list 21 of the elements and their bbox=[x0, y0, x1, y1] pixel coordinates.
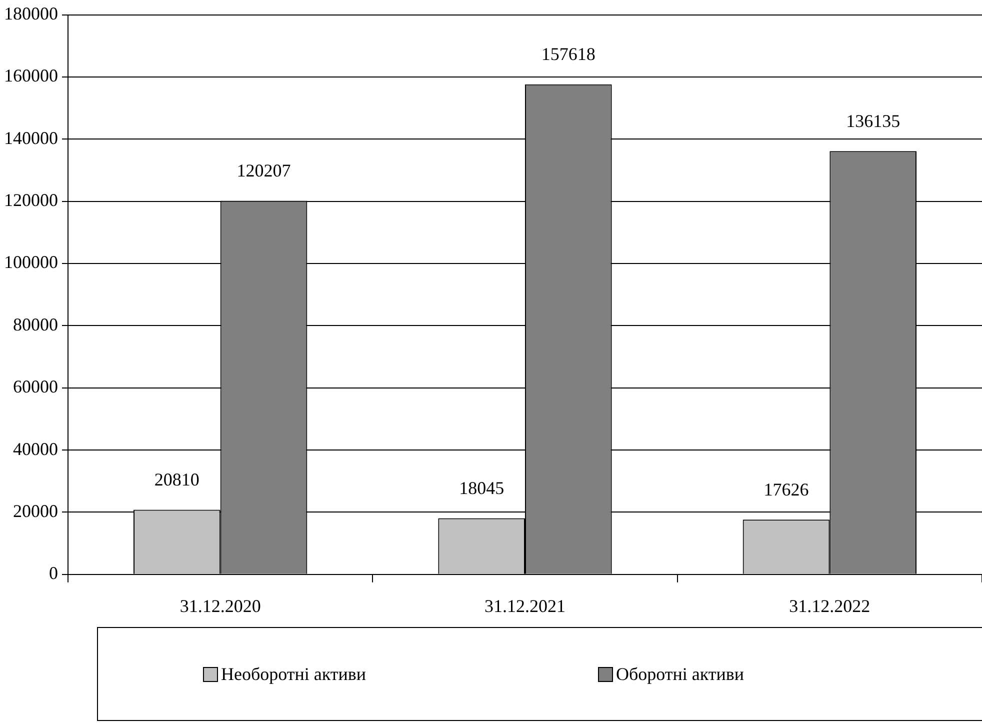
y-tick-label: 80000 bbox=[13, 314, 58, 334]
y-tick-label: 120000 bbox=[4, 190, 58, 210]
data-label: 120207 bbox=[236, 160, 291, 180]
data-label: 20810 bbox=[154, 469, 200, 490]
y-tick-label: 20000 bbox=[13, 500, 58, 521]
x-tick-label: 31.12.2022 bbox=[789, 596, 870, 616]
legend-label: Необоротні активи bbox=[221, 664, 366, 685]
y-tick-label: 160000 bbox=[4, 66, 58, 86]
data-label: 157618 bbox=[541, 44, 596, 64]
data-label: 136135 bbox=[846, 110, 900, 131]
y-tick-label: 60000 bbox=[13, 376, 58, 397]
legend-label: Оборотні активи bbox=[616, 664, 744, 685]
data-label: 18045 bbox=[459, 478, 504, 498]
y-tick-label: 0 bbox=[49, 563, 58, 584]
y-tick-label: 140000 bbox=[4, 128, 58, 148]
x-tick-label: 31.12.2020 bbox=[180, 596, 261, 616]
data-label: 17626 bbox=[764, 479, 809, 500]
y-tick-label: 100000 bbox=[4, 252, 58, 272]
y-tick-label: 180000 bbox=[4, 4, 58, 24]
x-tick-label: 31.12.2021 bbox=[484, 596, 566, 616]
y-tick-label: 40000 bbox=[13, 438, 58, 459]
